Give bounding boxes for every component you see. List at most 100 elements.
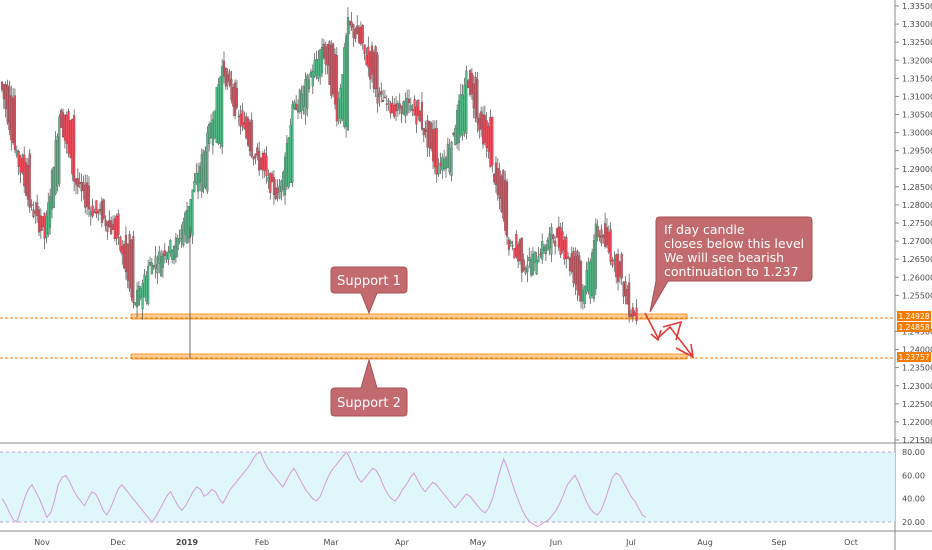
rsi-axis-ticks: 80.00 60.00 40.00 20.00: [902, 448, 925, 527]
candlestick-series: [0, 7, 638, 359]
candle-body: [95, 200, 98, 214]
candle-body: [513, 248, 516, 259]
candle-body: [13, 95, 17, 151]
candle-body: [554, 240, 557, 247]
candle-body: [617, 254, 620, 282]
candle-body: [171, 250, 174, 260]
candle-body: [348, 20, 351, 25]
candle-body: [407, 99, 411, 104]
candle-body: [256, 147, 259, 156]
candle-body: [56, 136, 59, 187]
candle-body: [426, 120, 429, 148]
support-1-zone: [130, 313, 688, 320]
candle-body: [404, 100, 407, 116]
candle-body: [448, 147, 451, 173]
candle-body: [530, 259, 533, 276]
candle-body: [476, 79, 479, 123]
candle-body: [19, 155, 22, 174]
candle-body: [543, 247, 546, 252]
candle-body: [10, 95, 13, 141]
candle-body: [493, 174, 496, 182]
candle-body: [531, 254, 534, 275]
candle-body: [580, 261, 583, 302]
candle-body: [319, 49, 322, 77]
candle-body: [489, 117, 492, 168]
candle-body: [374, 46, 377, 90]
time-tick-label: Jul: [625, 538, 636, 547]
candle-body: [12, 98, 15, 144]
candle-body: [320, 47, 324, 73]
candle-body: [132, 236, 135, 303]
arrow-head-2: [675, 343, 695, 359]
candle-body: [104, 219, 107, 226]
candle-body: [330, 45, 333, 96]
candle-body: [557, 226, 560, 248]
candle-body: [245, 116, 248, 139]
candle-body: [422, 128, 425, 136]
candle-body: [128, 234, 131, 289]
price-tag-1: 1.24928: [898, 312, 929, 321]
candle-body: [570, 253, 573, 272]
candle-body: [537, 256, 540, 263]
candle-body: [629, 314, 633, 317]
candle-body: [596, 226, 599, 237]
candle-body: [8, 86, 11, 130]
candle-body: [209, 123, 213, 139]
candle-body: [82, 182, 85, 191]
candle-body: [369, 51, 372, 80]
candle-body: [147, 265, 150, 304]
candle-body: [152, 265, 155, 267]
price-tag-1-bg: [897, 311, 931, 321]
candle-body: [561, 231, 564, 251]
candle-body: [73, 115, 76, 182]
candle-body: [161, 253, 165, 268]
candle-body: [609, 229, 612, 262]
candle-body: [30, 203, 33, 206]
candle-body: [376, 54, 379, 104]
candle-body: [71, 118, 74, 175]
candle-body: [454, 127, 457, 146]
candle-body: [130, 240, 133, 298]
candle-body: [383, 96, 386, 99]
candle-body: [622, 282, 625, 297]
candle-body: [306, 75, 309, 109]
candle-body: [248, 122, 251, 152]
note-line-4: continuation to 1.237: [664, 264, 799, 279]
candle-body: [200, 154, 203, 192]
candle-body: [296, 105, 300, 113]
candle-body: [204, 151, 207, 187]
price-tag-3: 1.23757: [898, 353, 929, 362]
candle-body: [178, 238, 181, 242]
price-tick-label: 1.32500: [902, 38, 932, 47]
candle-body: [202, 150, 205, 189]
time-tick-label: May: [470, 538, 487, 547]
candle-body: [311, 71, 314, 87]
candle-body: [444, 157, 448, 170]
candle-body: [581, 289, 584, 302]
candle-body: [60, 110, 63, 129]
candle-body: [346, 16, 349, 131]
candle-body: [555, 228, 559, 238]
candle-body: [28, 153, 31, 208]
candle-body: [498, 170, 501, 199]
candle-body: [206, 132, 209, 192]
price-tick-label: 1.29000: [902, 165, 932, 174]
candle-body: [502, 170, 505, 219]
candle-body: [261, 153, 264, 171]
candle-body: [208, 124, 211, 144]
candle-body: [565, 237, 568, 260]
candle-body: [378, 93, 381, 97]
candle-body: [193, 181, 196, 192]
rsi-tick-label: 20.00: [902, 518, 925, 527]
candle-body: [500, 176, 503, 212]
candle-body: [441, 157, 444, 171]
arrow-head-mid: [662, 320, 683, 341]
price-tick-label: 1.26500: [902, 255, 932, 264]
candle-body: [352, 24, 355, 38]
candle-body: [115, 215, 118, 239]
candle-body: [235, 87, 239, 108]
candle-body: [324, 46, 327, 65]
candle-body: [396, 103, 399, 111]
candle-body: [481, 114, 485, 145]
candle-body: [39, 215, 42, 232]
